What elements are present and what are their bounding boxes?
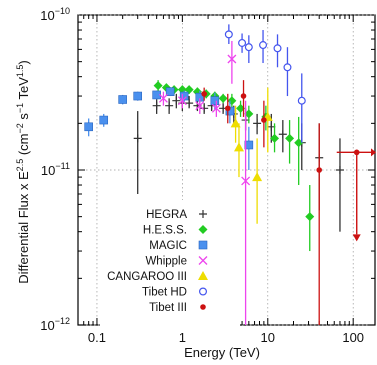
magic-point bbox=[133, 91, 143, 101]
tibet-iii-upper-limit bbox=[336, 148, 376, 242]
hegra-point bbox=[253, 119, 262, 128]
hegra-point bbox=[278, 130, 287, 139]
legend-label-magic: MAGIC bbox=[149, 240, 187, 252]
tibet-iii-point bbox=[224, 105, 231, 112]
series-magic bbox=[84, 87, 254, 170]
h-e-s-s-point bbox=[285, 133, 295, 143]
h-e-s-s-point bbox=[218, 93, 228, 103]
magic-point bbox=[179, 91, 189, 101]
whipple-point bbox=[177, 96, 187, 106]
y-axis-title: Differential Flux x E2.5 (cm−2 s−1 TeV1.… bbox=[15, 60, 31, 284]
legend-marker-h-e-s-s bbox=[198, 225, 208, 234]
legend: HEGRA H.E.S.S. MAGIC Whipple CANGAROO III Tib… bbox=[100, 200, 240, 330]
tibet-hd-point bbox=[244, 43, 253, 52]
h-e-s-s-point bbox=[294, 138, 304, 148]
axis-ticks bbox=[77, 15, 375, 326]
y-tick-label: 10−12 bbox=[40, 316, 70, 333]
legend-label-cangaroo-iii: CANGAROO III bbox=[107, 271, 187, 283]
hegra-point bbox=[165, 101, 174, 110]
tibet-iii-point bbox=[240, 93, 247, 99]
cangaroo-iii-point bbox=[230, 118, 241, 128]
tibet-iii-point bbox=[261, 117, 267, 123]
legend-label-hegra: HEGRA bbox=[146, 209, 187, 221]
legend-label-whipple: Whipple bbox=[145, 256, 187, 268]
series-whipple bbox=[158, 40, 251, 325]
hegra-point bbox=[133, 134, 142, 143]
tibet-hd-point bbox=[283, 63, 292, 72]
tick-labels: 0.1 1 10 100 10−12 10−11 10−10 bbox=[40, 6, 364, 345]
tibet-hd-point bbox=[297, 96, 306, 105]
whipple-point bbox=[158, 93, 168, 103]
whipple-point bbox=[227, 54, 237, 64]
h-e-s-s-point bbox=[153, 81, 163, 91]
legend-label-tibet-hd: Tibet HD bbox=[142, 287, 187, 299]
legend-marker-whipple bbox=[198, 256, 208, 265]
tibet-iii-upper-limit-arrow-right bbox=[371, 148, 376, 157]
h-e-s-s-point bbox=[244, 109, 254, 119]
hegra-point bbox=[185, 99, 194, 108]
legend-marker-magic bbox=[198, 240, 208, 250]
x-tick-label: 100 bbox=[342, 330, 364, 345]
h-e-s-s-point bbox=[270, 133, 280, 143]
x-axis-title: Energy (TeV) bbox=[184, 345, 260, 360]
tibet-hd-point bbox=[224, 30, 233, 39]
legend-label-h-e-s-s: H.E.S.S. bbox=[143, 225, 187, 237]
tibet-hd-point bbox=[259, 41, 268, 50]
whipple-point bbox=[195, 101, 205, 111]
y-tick-label: 10−10 bbox=[40, 6, 70, 23]
data-overlays bbox=[336, 148, 376, 242]
hegra-point bbox=[200, 104, 209, 113]
series-cangaroo-iii bbox=[230, 87, 273, 224]
hegra-point bbox=[172, 96, 181, 105]
tibet-hd-point bbox=[238, 38, 247, 47]
tibet-iii-point bbox=[201, 91, 207, 97]
series-tibet-iii bbox=[201, 80, 360, 325]
h-e-s-s-point bbox=[236, 103, 246, 113]
legend-marker-hegra bbox=[199, 210, 207, 218]
legend-marker-cangaroo-iii bbox=[198, 271, 208, 280]
tibet-hd-point bbox=[273, 44, 282, 53]
y-tick-label: 10−11 bbox=[41, 161, 70, 178]
series-h-e-s-s bbox=[153, 80, 315, 252]
magic-point bbox=[210, 96, 220, 105]
magic-point bbox=[99, 115, 109, 125]
cangaroo-iii-point bbox=[252, 172, 263, 182]
hegra-point bbox=[152, 101, 161, 110]
whipple-point bbox=[211, 103, 221, 113]
magic-point bbox=[165, 87, 175, 97]
legend-marker-tibet-iii bbox=[200, 304, 206, 310]
h-e-s-s-point bbox=[305, 212, 315, 222]
series-tibet-hd bbox=[224, 24, 306, 143]
data-points bbox=[84, 24, 360, 325]
x-tick-label: 10 bbox=[261, 330, 275, 345]
x-tick-label: 1 bbox=[179, 330, 186, 345]
cangaroo-iii-point bbox=[233, 142, 244, 152]
tibet-iii-upper-limit-arrow-down bbox=[352, 234, 361, 242]
legend-marker-tibet-hd bbox=[199, 287, 208, 296]
magic-point bbox=[244, 140, 254, 150]
x-tick-label: 0.1 bbox=[88, 330, 106, 345]
h-e-s-s-point bbox=[227, 96, 237, 106]
legend-label-tibet-iii: Tibet III bbox=[149, 302, 187, 314]
hegra-point bbox=[335, 166, 344, 174]
tibet-iii-point bbox=[316, 167, 323, 173]
magic-point bbox=[118, 95, 127, 104]
magic-point bbox=[84, 122, 93, 132]
whipple-point bbox=[241, 176, 251, 186]
